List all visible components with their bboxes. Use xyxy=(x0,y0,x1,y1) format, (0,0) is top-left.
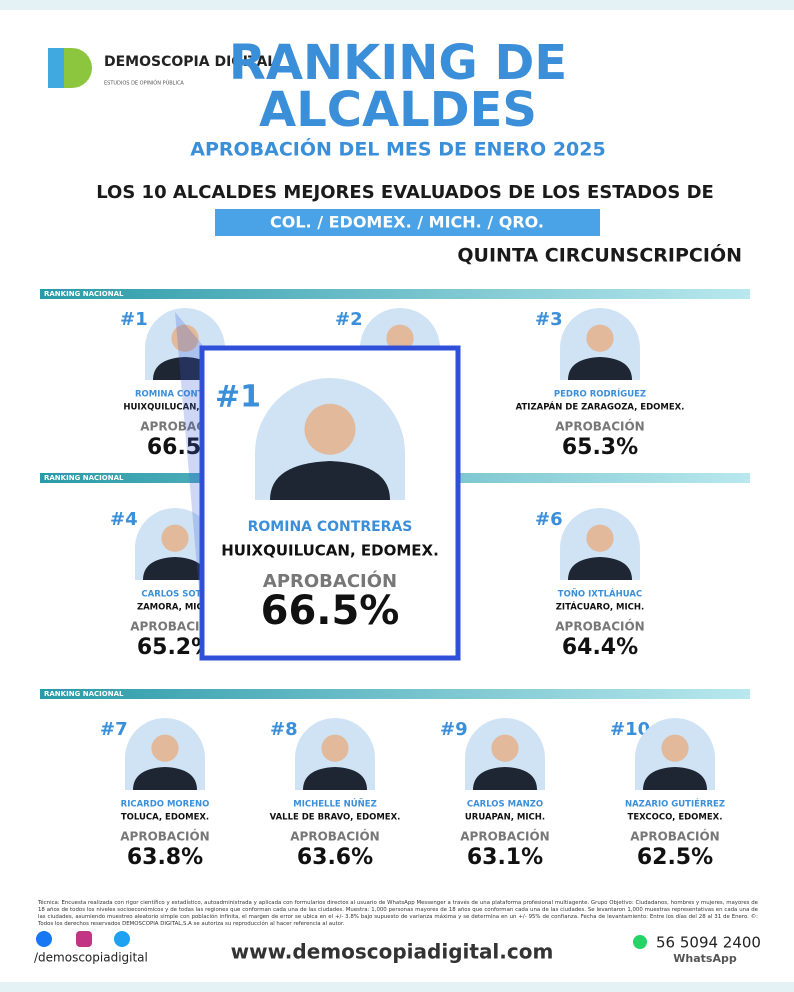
heading: LOS 10 ALCALDES MEJORES EVALUADOS DE LOS… xyxy=(96,182,714,203)
photo-head xyxy=(321,734,349,762)
handle: /demoscopiadigital xyxy=(34,951,148,965)
approval-label: APROBACIÓN xyxy=(460,829,549,844)
photo-head xyxy=(586,524,614,552)
mayor-city: ATIZAPÁN DE ZARAGOZA, EDOMEX. xyxy=(516,401,685,413)
photo-head xyxy=(586,324,614,352)
rank: #1 xyxy=(215,380,261,415)
bottom-band xyxy=(0,982,794,992)
title: ALCALDES xyxy=(259,82,537,138)
photo-body xyxy=(568,556,632,580)
rank: #2 xyxy=(335,309,363,330)
methodology: Técnica: Encuesta realizada con rigor ci… xyxy=(38,900,758,927)
section-label: RANKING NACIONAL xyxy=(44,690,124,698)
whatsapp-label: WhatsApp xyxy=(673,952,737,965)
approval-label: APROBACIÓN xyxy=(555,419,644,434)
photo-body xyxy=(270,460,390,500)
approval-label: APROBACIÓN xyxy=(630,829,719,844)
section-label: RANKING NACIONAL xyxy=(44,474,124,482)
rank: #3 xyxy=(535,309,563,330)
logo-shape xyxy=(48,48,64,88)
approval-label: APROBACIÓN xyxy=(263,570,397,592)
photo-body xyxy=(643,766,707,790)
mayor-name: TOÑO IXTLÁHUAC xyxy=(558,588,642,600)
mayor-city: TEXCOCO, EDOMEX. xyxy=(628,813,723,823)
photo-head xyxy=(171,324,199,352)
photo-body xyxy=(568,356,632,380)
states-banner xyxy=(215,209,600,236)
top-band xyxy=(0,0,794,10)
logo-shape xyxy=(64,48,92,88)
mayor-name: ROMINA CONTRERAS xyxy=(135,390,235,400)
zoom-connector xyxy=(175,312,205,660)
approval-value: 63.6% xyxy=(297,845,373,870)
approval-value: 63.1% xyxy=(467,845,543,870)
logo-tagline: ESTUDIOS DE OPINIÓN PÚBLICA xyxy=(104,80,184,87)
rank: #10 xyxy=(610,719,650,740)
photo-head xyxy=(161,524,189,552)
mayor-name: ROMINA CONTRERAS xyxy=(248,519,413,535)
whatsapp-icon xyxy=(633,935,647,949)
photo-head xyxy=(151,734,179,762)
approval-value: 64.4% xyxy=(562,635,638,660)
mayor-city: ZAMORA, MICH. xyxy=(137,603,213,613)
mayor-name: NAZARIO GUTIÉRREZ xyxy=(625,798,725,810)
logo: DEMOSCOPIA DIGITAL ESTUDIOS DE OPINIÓN P… xyxy=(48,48,276,88)
title: RANKING DE xyxy=(229,35,567,91)
photo-body xyxy=(143,556,207,580)
states: COL. / EDOMEX. / MICH. / QRO. xyxy=(270,213,544,232)
photo-head xyxy=(304,403,356,455)
photo-head xyxy=(491,734,519,762)
phone: 56 5094 2400 xyxy=(656,934,761,952)
photo-body xyxy=(473,766,537,790)
section-bar xyxy=(40,289,750,299)
rank: #1 xyxy=(120,309,148,330)
mayor-city: VALLE DE BRAVO, EDOMEX. xyxy=(270,813,401,823)
photo-body xyxy=(133,766,197,790)
mayor-city: URUAPAN, MICH. xyxy=(465,813,545,823)
mayor-name: MICHELLE NÚÑEZ xyxy=(293,798,376,810)
mayor-name: CARLOS MANZO xyxy=(467,800,543,810)
photo-head xyxy=(661,734,689,762)
approval-value: 63.8% xyxy=(127,845,203,870)
rank: #6 xyxy=(535,509,563,530)
photo-head xyxy=(386,324,414,352)
approval-label: APROBACIÓN xyxy=(120,829,209,844)
twitter-icon[interactable] xyxy=(114,931,130,947)
approval-value: 66.5% xyxy=(261,588,400,634)
approval-value: 65.3% xyxy=(562,435,638,460)
subtitle: APROBACIÓN DEL MES DE ENERO 2025 xyxy=(190,137,605,161)
mayor-name: PEDRO RODRÍGUEZ xyxy=(554,388,646,400)
website[interactable]: www.demoscopiadigital.com xyxy=(231,940,554,964)
section-label: RANKING NACIONAL xyxy=(44,290,124,298)
rank: #4 xyxy=(110,509,138,530)
mayor-city: HUIXQUILUCAN, EDOMEX. xyxy=(123,403,246,413)
mayor-city: TOLUCA, EDOMEX. xyxy=(121,813,209,823)
facebook-icon[interactable] xyxy=(36,931,52,947)
region: QUINTA CIRCUNSCRIPCIÓN xyxy=(457,243,742,267)
mayor-city: ZITÁCUARO, MICH. xyxy=(556,601,644,613)
approval-label: APROBACIÓN xyxy=(290,829,379,844)
mayor-city: HUIXQUILUCAN, EDOMEX. xyxy=(221,542,439,560)
rank: #7 xyxy=(100,719,128,740)
approval-label: APROBACIÓN xyxy=(555,619,644,634)
instagram-icon[interactable] xyxy=(76,931,92,947)
rank: #8 xyxy=(270,719,298,740)
section-bar xyxy=(40,689,750,699)
mayor-name: RICARDO MORENO xyxy=(121,800,210,810)
mayor-name: CARLOS SOTO xyxy=(141,590,208,600)
approval-label: APROBACIÓN xyxy=(130,619,219,634)
approval-value: 62.5% xyxy=(637,845,713,870)
photo-body xyxy=(303,766,367,790)
rank: #9 xyxy=(440,719,468,740)
logo-name: DEMOSCOPIA DIGITAL xyxy=(104,54,276,70)
